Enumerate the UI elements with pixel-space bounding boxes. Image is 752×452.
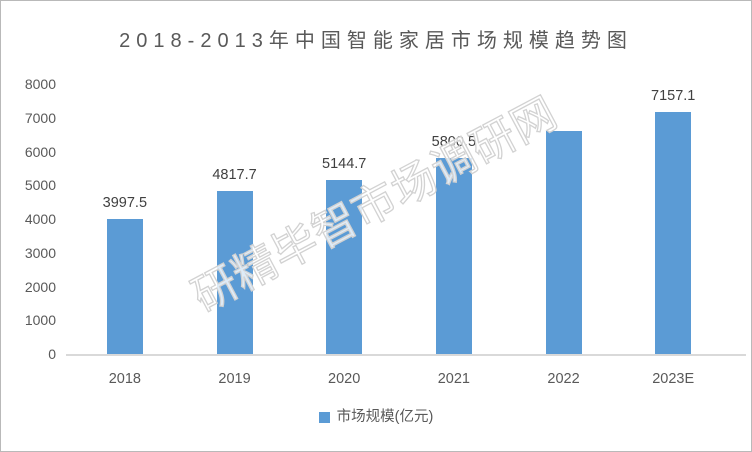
bar-2019 bbox=[216, 191, 253, 354]
bar-2018 bbox=[106, 219, 143, 354]
bar-value-label: 5800.5 bbox=[431, 134, 477, 151]
bar-value-label: 5144.7 bbox=[322, 156, 367, 173]
bar-slot-2021: 5800.5 bbox=[399, 84, 509, 354]
x-axis-label-2019: 2019 bbox=[218, 371, 251, 387]
y-axis-tick-label: 4000 bbox=[24, 211, 56, 227]
legend: 市场规模(亿元) bbox=[1, 409, 751, 426]
x-axis-label-2018: 2018 bbox=[108, 371, 141, 387]
bar-value-label: 7157.1 bbox=[651, 88, 696, 105]
x-axis-line bbox=[66, 354, 746, 356]
bar-2022 bbox=[545, 131, 582, 354]
legend-label: 市场规模(亿元) bbox=[336, 409, 434, 425]
x-axis-label-2023E: 2023E bbox=[652, 371, 695, 387]
chart-title: 2018-2013年中国智能家居市场规模趋势图 bbox=[119, 30, 633, 52]
y-axis-tick-label: 6000 bbox=[24, 143, 56, 160]
y-axis-tick-label: 1000 bbox=[24, 312, 56, 329]
y-axis-tick-label: 2000 bbox=[24, 278, 56, 295]
bar-2023E bbox=[655, 112, 692, 354]
bar-2021 bbox=[435, 158, 472, 354]
legend-swatch bbox=[318, 412, 330, 424]
y-axis-tick-label: 0 bbox=[48, 346, 56, 362]
bar-slot-2023E: 7157.1 bbox=[618, 84, 728, 354]
bar-slot-2018: 3997.5 bbox=[70, 84, 180, 354]
plot-area: 3997.5 4817.7 5144.7 5800.5 7157.1 bbox=[70, 84, 728, 354]
bar-value-label: 3997.5 bbox=[102, 195, 148, 212]
y-axis-tick-label: 3000 bbox=[24, 244, 56, 261]
bar-slot-2019: 4817.7 bbox=[180, 84, 290, 354]
bar-value-label: 4817.7 bbox=[212, 167, 257, 184]
y-axis-tick-label: 7000 bbox=[24, 109, 56, 126]
bar-slot-2022 bbox=[509, 84, 619, 354]
x-axis-label-2021: 2021 bbox=[437, 371, 470, 387]
bar-slot-2020: 5144.7 bbox=[289, 84, 399, 354]
x-axis-label-2022: 2022 bbox=[547, 371, 580, 387]
bar-2020 bbox=[326, 180, 363, 354]
x-axis-label-2020: 2020 bbox=[328, 371, 361, 387]
y-axis-tick-label: 5000 bbox=[24, 177, 56, 194]
y-axis-tick-label: 8000 bbox=[24, 76, 56, 92]
x-axis-labels: 2018 2019 2020 2021 2022 2023E bbox=[70, 371, 728, 388]
